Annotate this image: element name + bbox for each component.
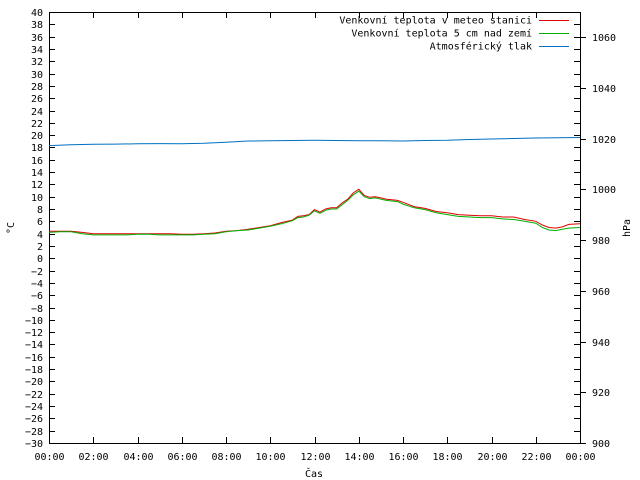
y-tick-label: 10 — [31, 193, 43, 204]
y-tick-label: 2 — [37, 242, 43, 253]
x-tick-label: 12:00 — [300, 452, 330, 463]
x-tick-label: 22:00 — [521, 452, 551, 463]
x-tick-label: 16:00 — [388, 452, 418, 463]
y-tick-label: 38 — [31, 20, 43, 31]
y-tick-label: −4 — [31, 279, 43, 290]
y-tick-label: 24 — [31, 107, 43, 118]
legend: Venkovní teplota v meteo staniciVenkovní… — [339, 15, 569, 53]
legend-label-3: Atmosférický tlak — [430, 41, 532, 53]
y-tick-label: −18 — [25, 365, 43, 376]
x-tick-label: 06:00 — [167, 452, 197, 463]
legend-label-2: Venkovní teplota 5 cm nad zemí — [351, 28, 532, 40]
y-tick-label: 4 — [37, 230, 43, 241]
y-tick-label: −30 — [25, 439, 43, 450]
y-tick-label: 0 — [37, 254, 43, 265]
y-tick-label: 30 — [31, 70, 43, 81]
x-tick-label: 00:00 — [565, 452, 595, 463]
y2-tick-label: 1000 — [592, 185, 616, 196]
x-tick-label: 08:00 — [211, 452, 241, 463]
y-tick-label: 20 — [31, 131, 43, 142]
y-tick-label: 14 — [31, 168, 43, 179]
x-tick-label: 10:00 — [255, 452, 285, 463]
y-tick-label: 34 — [31, 45, 43, 56]
y-axis-title: °C — [6, 222, 17, 234]
x-tick-label: 02:00 — [78, 452, 108, 463]
y-tick-label: 12 — [31, 180, 43, 191]
y2-tick-label: 900 — [592, 439, 610, 450]
series-line-2 — [48, 190, 581, 236]
y-tick-label: −12 — [25, 328, 43, 339]
y2-axis-title: hPa — [622, 219, 633, 237]
y-tick-label: −22 — [25, 390, 43, 401]
plot-frame — [49, 12, 581, 444]
y-tick-label: −6 — [31, 291, 43, 302]
y-tick-label: −24 — [25, 402, 43, 413]
series-line-1 — [49, 188, 581, 235]
x-tick-label: 20:00 — [477, 452, 507, 463]
x-tick-label: 04:00 — [123, 452, 153, 463]
y-tick-label: −10 — [25, 316, 43, 327]
y-tick-label: −16 — [25, 353, 43, 364]
y-tick-label: −28 — [25, 427, 43, 438]
y-tick-label: 16 — [31, 156, 43, 167]
y-tick-label: 6 — [37, 217, 43, 228]
y-tick-label: 26 — [31, 94, 43, 105]
axes: −30−28−26−24−22−20−18−16−14−12−10−8−6−4−… — [25, 8, 616, 463]
y-tick-label: 36 — [31, 33, 43, 44]
x-tick-label: 00:00 — [34, 452, 64, 463]
y2-tick-label: 980 — [592, 236, 610, 247]
y-tick-label: 40 — [31, 8, 43, 19]
y-tick-label: 32 — [31, 57, 43, 68]
y2-tick-label: 1060 — [592, 33, 616, 44]
y2-tick-label: 920 — [592, 388, 610, 399]
y2-tick-label: 960 — [592, 287, 610, 298]
y-tick-label: −20 — [25, 377, 43, 388]
x-axis-title: Čas — [305, 467, 323, 480]
y-tick-label: −14 — [25, 340, 43, 351]
y2-tick-label: 1040 — [592, 84, 616, 95]
x-tick-label: 14:00 — [344, 452, 374, 463]
series-layer — [48, 137, 581, 236]
y-tick-label: −8 — [31, 304, 43, 315]
y-tick-label: −26 — [25, 414, 43, 425]
y-tick-label: 22 — [31, 119, 43, 130]
y-tick-label: 8 — [37, 205, 43, 216]
series-line-3 — [48, 137, 581, 147]
y-tick-label: 18 — [31, 143, 43, 154]
x-tick-label: 18:00 — [432, 452, 462, 463]
y-tick-label: −2 — [31, 267, 43, 278]
y2-tick-label: 1020 — [592, 135, 616, 146]
y-tick-label: 28 — [31, 82, 43, 93]
legend-label-1: Venkovní teplota v meteo stanici — [339, 15, 532, 27]
y2-tick-label: 940 — [592, 338, 610, 349]
